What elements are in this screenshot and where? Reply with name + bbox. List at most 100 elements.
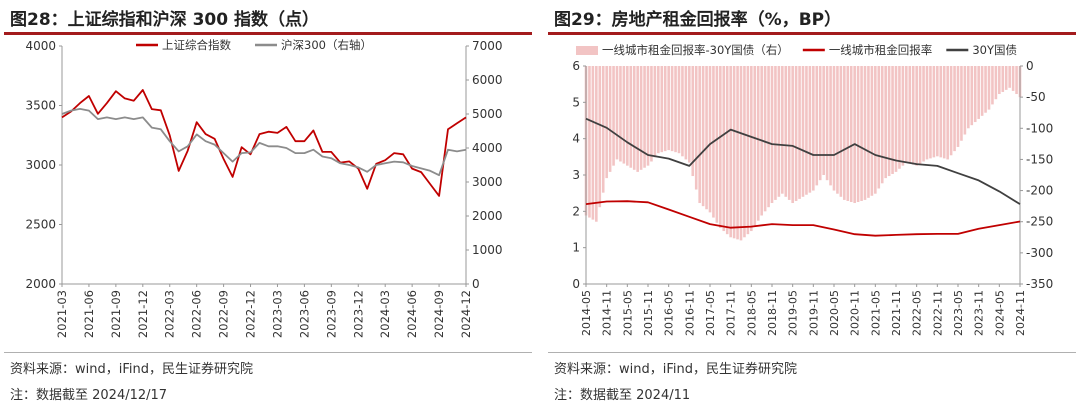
x-tick-label: 2017-11 [725, 290, 738, 336]
title-bar: 图28：上证综指和沪深 300 指数（点） [4, 2, 532, 35]
bar [639, 66, 643, 170]
x-tick-label: 2023-06 [297, 290, 311, 338]
bar [598, 66, 602, 208]
bar [677, 66, 681, 154]
x-tick-label: 2024-12 [459, 290, 473, 338]
y-left-tick-label: 3000 [25, 158, 56, 172]
x-tick-label: 2023-11 [973, 290, 986, 336]
bar [922, 66, 925, 162]
series-line [61, 108, 467, 177]
y-right-tick-label: 2000 [472, 209, 503, 223]
bar [843, 66, 846, 200]
footer-divider [548, 352, 1076, 353]
y-right-tick-label: 1000 [472, 243, 503, 257]
bar [898, 66, 901, 169]
bar [908, 66, 912, 164]
x-tick-label: 2020-11 [849, 290, 862, 336]
bar [949, 66, 953, 156]
x-tick-label: 2022-09 [217, 290, 231, 338]
bar [719, 66, 722, 228]
bar [708, 66, 712, 213]
x-tick-label: 2016-11 [683, 290, 696, 336]
y-left-tick-label: 0 [572, 277, 580, 291]
chart-28-svg: 2000 2500 3000 3500 4000 0 1000 2000 3000 4000 500… [25, 38, 503, 338]
bar [770, 66, 774, 204]
bar [956, 66, 960, 147]
x-tick-label: 2014-11 [601, 290, 614, 336]
bar [694, 66, 698, 190]
x-tick-label: 2017-05 [704, 290, 717, 336]
y-right-tick-label: -50 [1026, 90, 1046, 104]
y-right-tick-label: 7000 [472, 39, 503, 53]
bar [667, 66, 670, 151]
bar [701, 66, 705, 207]
bar [643, 66, 646, 168]
bar [705, 66, 708, 210]
chart-title: 图29：房地产租金回报率（%，BP） [554, 10, 842, 30]
bar [1015, 66, 1018, 95]
bar [911, 66, 915, 165]
x-tick-label: 2020-05 [828, 290, 841, 336]
bar [849, 66, 853, 202]
y-right-tick-label: 0 [472, 277, 480, 291]
bar [595, 66, 598, 222]
bar [650, 66, 653, 162]
bar [973, 66, 977, 123]
bar [987, 66, 991, 110]
bar [684, 66, 688, 160]
bar [822, 66, 825, 175]
bar [818, 66, 822, 181]
bar [763, 66, 767, 212]
series-line [585, 117, 1021, 205]
x-tick-label: 2018-11 [766, 290, 779, 336]
bar [929, 66, 932, 159]
x-tick-label: 2018-05 [745, 290, 758, 336]
bar [777, 66, 781, 197]
x-tick-label: 2022-06 [190, 290, 204, 338]
bar [880, 66, 884, 184]
bar [698, 66, 701, 204]
bar [767, 66, 770, 208]
x-tick-label: 2024-11 [1014, 290, 1027, 336]
bar [588, 66, 591, 218]
bar [626, 66, 629, 166]
bar [646, 66, 650, 166]
bar [825, 66, 829, 181]
bar [756, 66, 760, 221]
bar [891, 66, 894, 174]
bar [601, 66, 605, 193]
legend-label: 一线城市租金回报率 [829, 43, 933, 57]
bar [815, 66, 819, 186]
source-text: 资料来源：wind，iFind，民生证券研究院 [554, 362, 797, 377]
bar [722, 66, 726, 232]
bar [729, 66, 732, 238]
x-tick-label: 2019-05 [787, 290, 800, 336]
x-tick-label: 2015-05 [621, 290, 634, 336]
y-left-tick-label: 6 [572, 59, 580, 73]
bar [784, 66, 788, 197]
x-tick-label: 2021-11 [890, 290, 903, 336]
bar [936, 66, 939, 157]
y-left-tick-label: 4000 [25, 39, 56, 53]
bar [884, 66, 887, 179]
bar [615, 66, 619, 160]
y-right-tick-label: -300 [1026, 246, 1053, 260]
bar [746, 66, 750, 235]
bar [591, 66, 595, 220]
x-tick-label: 2014-05 [580, 290, 593, 336]
bar [839, 66, 843, 197]
x-tick-label: 2024-05 [993, 290, 1006, 336]
y-right-tick-label: 5000 [472, 107, 503, 121]
bar [632, 66, 636, 170]
bar [798, 66, 801, 199]
bar [657, 66, 660, 154]
series-line [585, 200, 1021, 237]
bar [794, 66, 798, 201]
bar [832, 66, 836, 191]
bar [939, 66, 943, 158]
bar [619, 66, 622, 162]
x-tick-label: 2022-03 [163, 290, 177, 338]
legend-label: 沪深300（右轴） [281, 38, 372, 52]
bar [870, 66, 874, 196]
y-left-tick-label: 2500 [25, 218, 56, 232]
